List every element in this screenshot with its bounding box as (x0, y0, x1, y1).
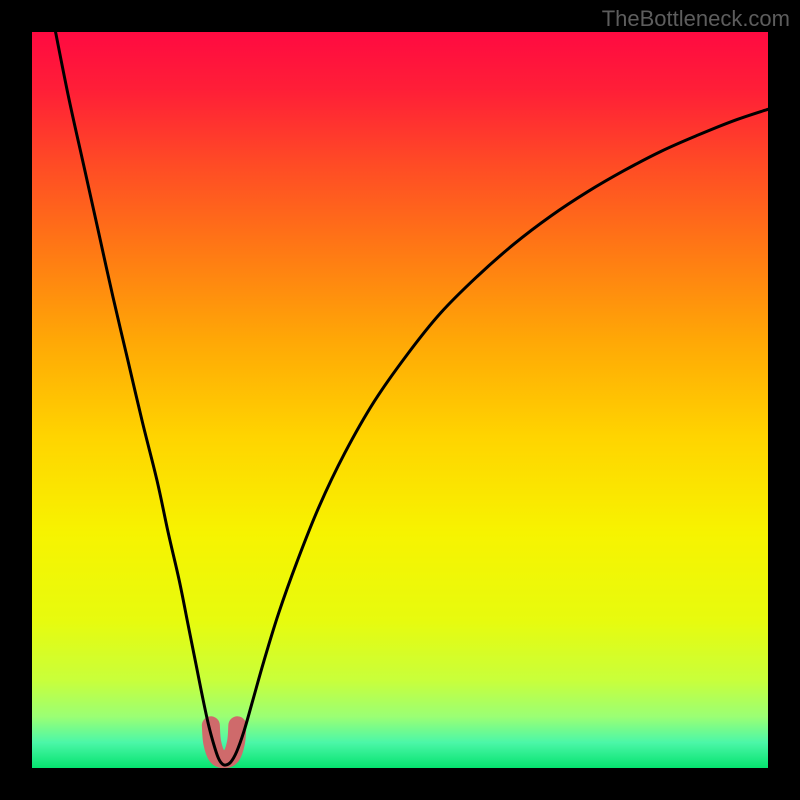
valley-marker (211, 725, 237, 759)
bottleneck-curve (56, 32, 768, 765)
curve-layer (32, 32, 768, 768)
chart-container: TheBottleneck.com (0, 0, 800, 800)
watermark-text: TheBottleneck.com (602, 6, 790, 32)
plot-area (32, 32, 768, 768)
